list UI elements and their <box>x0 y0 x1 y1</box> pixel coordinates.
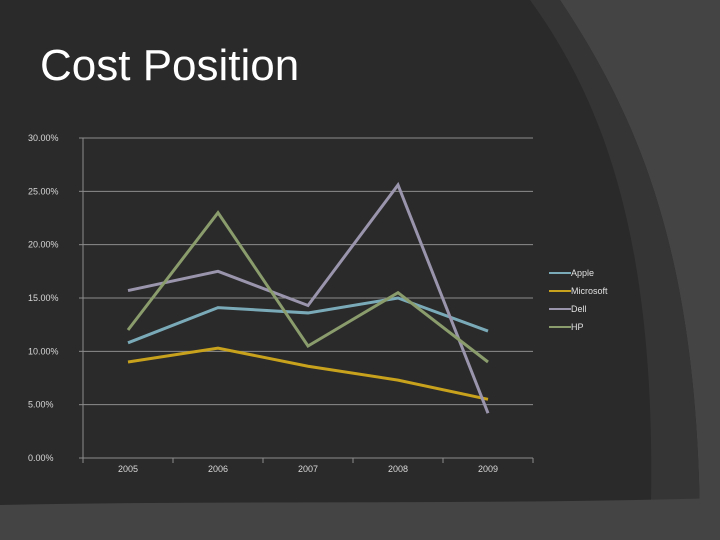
x-tick-label: 2007 <box>298 464 318 474</box>
chart-series <box>126 181 490 414</box>
x-tick-label: 2006 <box>208 464 228 474</box>
background-swoosh-inner <box>530 0 700 540</box>
y-tick-label: 0.00% <box>28 453 54 463</box>
legend-label-apple: Apple <box>571 268 594 278</box>
x-tick-label: 2008 <box>388 464 408 474</box>
slide-title: Cost Position <box>40 41 300 90</box>
y-tick-label: 5.00% <box>28 400 54 410</box>
y-tick-label: 30.00% <box>28 133 59 143</box>
x-tick-label: 2005 <box>118 464 138 474</box>
legend-label-microsoft: Microsoft <box>571 286 608 296</box>
series-line-apple <box>127 296 489 345</box>
chart-gridlines <box>83 137 533 459</box>
y-tick-label: 20.00% <box>28 240 59 250</box>
legend-label-hp: HP <box>571 322 584 332</box>
x-tick-label: 2009 <box>478 464 498 474</box>
series-line-microsoft <box>127 346 489 401</box>
y-axis: 0.00% 5.00% 10.00% 15.00% 20.00% 25.00% 30.00% <box>28 133 84 463</box>
x-axis: 2005 2006 2007 2008 2009 <box>82 457 534 474</box>
background-swoosh <box>560 0 720 540</box>
background-bottom-band <box>0 498 720 540</box>
series-line-hp <box>126 210 489 364</box>
series-line-dell <box>127 181 490 414</box>
chart-legend: Apple Microsoft Dell HP <box>549 268 608 332</box>
legend-label-dell: Dell <box>571 304 587 314</box>
y-tick-label: 10.00% <box>28 346 59 356</box>
y-tick-label: 25.00% <box>28 186 59 196</box>
y-tick-label: 15.00% <box>28 293 59 303</box>
